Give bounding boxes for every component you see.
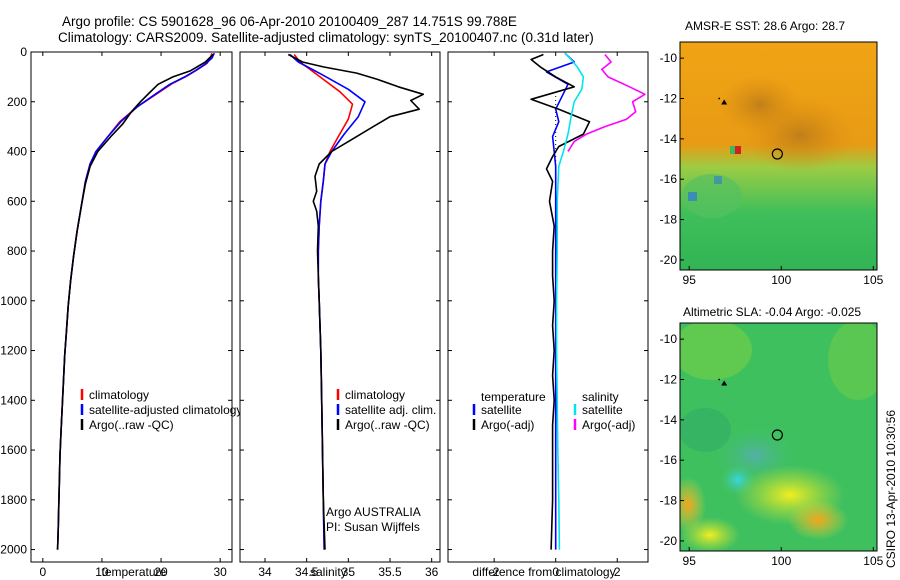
temperature-xtick-label: 0 (39, 565, 46, 579)
legend-header-salinity: salinity (582, 390, 619, 404)
sla-map-xtick-label: 105 (863, 554, 883, 568)
sst-pixel-blue-2 (714, 176, 722, 184)
header-line1: Argo profile: CS 5901628_96 06-Apr-2010 … (62, 14, 517, 29)
sla-map-float-position-marker (771, 429, 783, 441)
salinity-xlabel: salinity (310, 565, 347, 579)
salinity-legend-label: Argo(..raw -QC) (345, 418, 430, 432)
salinity-xtick-label: 34 (258, 565, 272, 579)
depth-tick-label: 200 (7, 95, 27, 109)
sla-map-title: Altimetric SLA: -0.04 Argo: -0.025 (683, 305, 861, 319)
depth-tick-label: 0 (20, 45, 27, 59)
depth-tick-label: 2000 (0, 543, 27, 557)
difference-legend-label: Argo(-adj) (481, 418, 534, 432)
credit-text: CSIRO 13-Apr-2010 10:30:56 (884, 410, 898, 568)
sla-map-ytick-label: -16 (660, 453, 678, 467)
depth-tick-label: 1000 (0, 294, 27, 308)
difference-xtick-label: -2 (489, 565, 500, 579)
depth-tick-label: 1800 (0, 493, 27, 507)
temperature-panel: 0 10 20 30 0 200 400 600 800 1000 1200 1400 1600 1800… (0, 45, 242, 579)
sst-map-ytick-label: -20 (660, 253, 678, 267)
temperature-xlabel: temperature (102, 565, 167, 579)
sla-map-ytick-label: -18 (660, 494, 678, 508)
float-annotation: PI: Susan Wijffels (326, 520, 420, 534)
salinity-legend-label: climatology (345, 388, 405, 402)
sla-patch-upper (680, 323, 752, 380)
sst-map-ytick-label: -10 (660, 51, 678, 65)
salinity-xtick-label: 35 (342, 565, 356, 579)
salinity-xtick-label: 35.5 (378, 565, 402, 579)
sla-map-frame (679, 322, 878, 552)
sla-map-xtick-label: 95 (683, 554, 697, 568)
sst-cool-patch (682, 174, 742, 218)
depth-tick-label: 1600 (0, 443, 27, 457)
salinity-xtick-label: 36 (425, 565, 439, 579)
salinity-axes-frame (239, 51, 441, 563)
sst-pixel-blue (688, 192, 697, 201)
sst-warm-patch-2 (720, 75, 800, 135)
difference-series-3 (567, 53, 646, 152)
sla-map-ytick-label: -10 (660, 332, 678, 346)
sla-map-previous-position-marker (721, 380, 728, 386)
salinity-panel: 34 34.5 35 35.5 36 salinity climatologysatelli… (239, 51, 441, 579)
difference-legend-label: satellite (582, 403, 623, 417)
sst-map-ytick-label: -18 (660, 213, 678, 227)
sst-map-xtick-label: 105 (863, 273, 883, 287)
sst-map-ytick-label: -14 (660, 132, 678, 146)
header-line2: Climatology: CARS2009. Satellite-adjuste… (58, 30, 594, 45)
sst-map-xtick-label: 95 (683, 273, 697, 287)
salinity-legend-label: satellite adj. clim. (345, 403, 436, 417)
temperature-legend-label: climatology (89, 388, 149, 402)
temperature-xtick-label: 30 (213, 565, 227, 579)
sla-map-xtick-label: 100 (771, 554, 791, 568)
difference-xtick-label: 2 (614, 565, 621, 579)
sla-patch-dark (680, 408, 731, 452)
sst-map: AMSR-E SST: 28.6 Argo: 28.7 95 100 105 -10 -… (660, 19, 884, 287)
depth-tick-label: 1200 (0, 344, 27, 358)
sla-map-track-dot (718, 378, 721, 381)
difference-legend-label: Argo(-adj) (582, 418, 635, 432)
depth-tick-label: 800 (7, 244, 27, 258)
sst-map-xtick-label: 100 (771, 273, 791, 287)
sla-map: Altimetric SLA: -0.04 Argo: -0.025 95 100… (660, 305, 884, 568)
sla-patch-right (828, 323, 877, 400)
sst-map-ytick-label: -12 (660, 91, 678, 105)
sla-yellow-bottom (680, 517, 740, 551)
float-annotation: Argo AUSTRALIA (326, 505, 421, 519)
sst-map-float-position-marker (771, 148, 783, 160)
difference-legend-label: satellite (481, 403, 522, 417)
difference-series-2 (555, 52, 585, 550)
sst-map-frame (679, 41, 878, 271)
sst-map-track-dot (718, 97, 721, 100)
temperature-legend-label: satellite-adjusted climatology (89, 403, 242, 417)
sst-map-title: AMSR-E SST: 28.6 Argo: 28.7 (685, 19, 845, 33)
sla-map-ytick-label: -12 (660, 372, 678, 386)
temperature-xtick-label: 20 (154, 565, 168, 579)
difference-xtick-label: 0 (552, 565, 559, 579)
difference-xlabel: difference from climatology (472, 565, 615, 579)
sst-pixel-green (730, 146, 735, 154)
profile-panels: 0 10 20 30020040060080010001200140016001800… (0, 45, 649, 579)
difference-series-1 (530, 53, 591, 550)
depth-tick-label: 1400 (0, 393, 27, 407)
depth-tick-label: 400 (7, 145, 27, 159)
sla-map-ytick-label: -14 (660, 413, 678, 427)
sla-orange-patch (788, 500, 848, 540)
sst-map-ytick-label: -16 (660, 172, 678, 186)
sst-map-previous-position-marker (721, 99, 728, 105)
sla-map-ytick-label: -20 (660, 534, 678, 548)
salinity-series-2 (287, 53, 425, 550)
temperature-xtick-label: 10 (95, 565, 109, 579)
sst-pixel-red (735, 146, 741, 154)
legend-header-temperature: temperature (481, 390, 546, 404)
difference-axes-frame (447, 51, 649, 563)
temperature-legend-label: Argo(..raw -QC) (89, 418, 174, 432)
temperature-series-2 (56, 53, 214, 550)
salinity-xtick-label: 34.5 (295, 565, 319, 579)
temperature-axes-frame (30, 51, 233, 563)
depth-tick-label: 600 (7, 194, 27, 208)
